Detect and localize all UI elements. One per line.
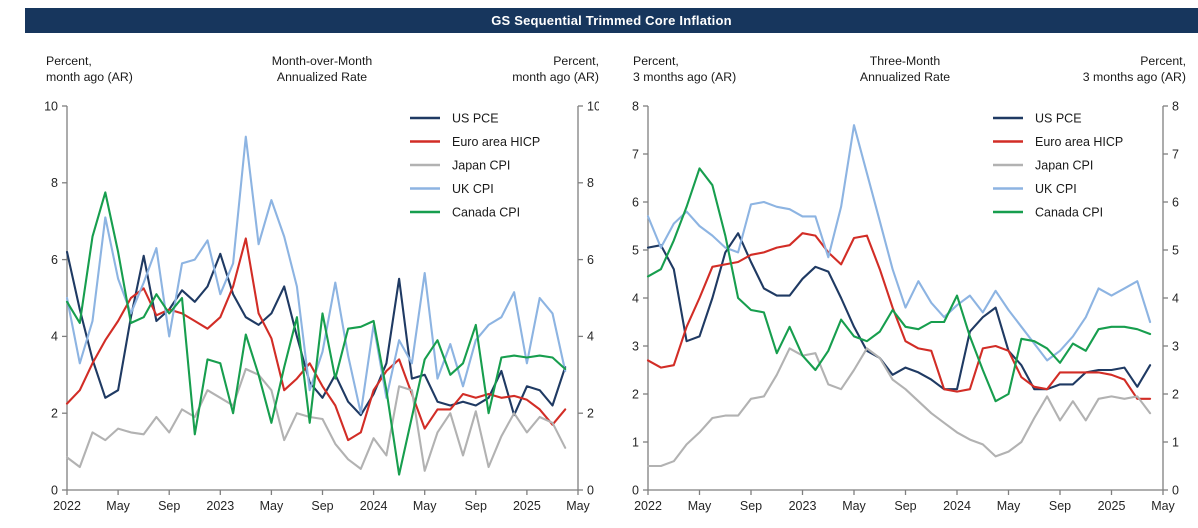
legend-label-uk-cpi: UK CPI	[1035, 182, 1077, 196]
caption-line: month ago (AR)	[46, 69, 133, 84]
caption-line: 3 months ago (AR)	[1082, 69, 1186, 84]
y-tick-label: 1	[632, 435, 639, 449]
y-tick-label: 6	[632, 195, 639, 209]
x-tick-label: 2022	[634, 499, 662, 513]
x-tick-label: Sep	[894, 499, 916, 513]
x-tick-label: May	[1151, 499, 1175, 513]
y-axis-right-caption: Percent, month ago (AR)	[512, 54, 599, 85]
caption-line: Percent,	[633, 54, 679, 68]
y-tick-label: 10	[587, 99, 599, 113]
x-tick-label: May	[842, 499, 866, 513]
caption-line: Percent,	[553, 54, 599, 68]
y-tick-label: 7	[1172, 147, 1179, 161]
x-tick-label: Sep	[158, 499, 180, 513]
x-tick-label: 2023	[206, 499, 234, 513]
x-tick-label: 2025	[513, 499, 541, 513]
y-tick-label: 3	[632, 339, 639, 353]
chart-mom-annualized: 0 0 2 2 4 4 6 6 8 8 10 10 2022 May Sep 2023 May Sep 2024 Ma…	[44, 99, 599, 513]
y-tick-label: 1	[1172, 435, 1179, 449]
y-tick-label: 4	[632, 291, 639, 305]
x-tick-label: Sep	[465, 499, 487, 513]
y-tick-label: 8	[1172, 99, 1179, 113]
legend-label-euro-area-hicp: Euro area HICP	[452, 135, 540, 149]
legend-label-uk-cpi: UK CPI	[452, 182, 494, 196]
x-tick-label: May	[688, 499, 712, 513]
panel-header: Percent, month ago (AR) Month-over-Month A…	[0, 54, 599, 88]
y-tick-label: 2	[587, 407, 594, 421]
caption-line: Month-over-Month	[271, 54, 373, 68]
legend-label-japan-cpi: Japan CPI	[452, 159, 510, 173]
x-tick-label: 2023	[789, 499, 817, 513]
y-tick-label: 5	[632, 243, 639, 257]
x-tick-label: Sep	[740, 499, 762, 513]
series-line-us-pce	[65, 250, 567, 417]
caption-line: Percent,	[1140, 54, 1186, 68]
y-tick-label: 4	[51, 330, 58, 344]
legend-label-canada-cpi: Canada CPI	[452, 206, 520, 220]
legend-label-canada-cpi: Canada CPI	[1035, 206, 1103, 220]
caption-line: Percent,	[46, 54, 92, 68]
y-tick-label: 2	[51, 407, 58, 421]
y-axis-left-caption: Percent, month ago (AR)	[46, 54, 133, 85]
y-tick-label: 6	[587, 253, 594, 267]
legend-label-japan-cpi: Japan CPI	[1035, 159, 1093, 173]
x-tick-label: 2022	[53, 499, 81, 513]
y-axis-right-caption: Percent, 3 months ago (AR)	[1083, 54, 1186, 85]
y-tick-label: 3	[1172, 339, 1179, 353]
x-tick-label: 2025	[1098, 499, 1126, 513]
y-tick-label: 0	[632, 483, 639, 497]
y-tick-label: 7	[632, 147, 639, 161]
panel-header: Percent, 3 months ago (AR) Three-Month Ann…	[599, 54, 1198, 88]
y-tick-label: 5	[1172, 243, 1179, 257]
chart-subtitle: Three-Month Annualized Rate	[860, 54, 950, 85]
x-tick-label: May	[106, 499, 130, 513]
legend-label-euro-area-hicp: Euro area HICP	[1035, 135, 1123, 149]
y-tick-label: 4	[1172, 291, 1179, 305]
caption-line: 3 months ago (AR)	[633, 69, 737, 84]
y-tick-label: 0	[587, 483, 594, 497]
y-tick-label: 6	[1172, 195, 1179, 209]
y-tick-label: 6	[51, 253, 58, 267]
y-tick-label: 2	[632, 387, 639, 401]
y-tick-label: 0	[1172, 483, 1179, 497]
caption-line: Three-Month	[869, 54, 941, 68]
x-tick-label: May	[997, 499, 1021, 513]
series-line-japan-cpi	[65, 367, 567, 472]
chart-three-month-annualized: 0 0 1 1 2 2 3 3 4 4 5 5 6 6 7 7 8 8 2022 May Sep 2023 May Sep 20…	[632, 99, 1179, 513]
y-tick-label: 10	[44, 99, 58, 113]
title-bar: GS Sequential Trimmed Core Inflation	[25, 8, 1198, 33]
series-line-canada-cpi	[65, 191, 567, 476]
y-tick-label: 8	[632, 99, 639, 113]
x-tick-label: May	[413, 499, 437, 513]
y-tick-label: 8	[587, 176, 594, 190]
page-title: GS Sequential Trimmed Core Inflation	[491, 13, 732, 28]
panel-three-month-annualized: Percent, 3 months ago (AR) Three-Month Ann…	[599, 40, 1198, 528]
y-tick-label: 2	[1172, 387, 1179, 401]
y-tick-label: 8	[51, 176, 58, 190]
chart-subtitle: Month-over-Month Annualized Rate	[272, 54, 372, 85]
series-line-us-pce	[646, 232, 1152, 391]
y-tick-label: 0	[51, 483, 58, 497]
series-line-japan-cpi	[646, 347, 1152, 468]
x-tick-label: May	[566, 499, 590, 513]
legend-label-us-pce: US PCE	[452, 112, 499, 126]
x-tick-label: 2024	[360, 499, 388, 513]
series-line-canada-cpi	[646, 167, 1152, 403]
y-tick-label: 4	[587, 330, 594, 344]
legend-label-us-pce: US PCE	[1035, 112, 1082, 126]
x-tick-label: Sep	[311, 499, 333, 513]
caption-line: Annualized Rate	[276, 69, 368, 84]
panel-mom-annualized: Percent, month ago (AR) Month-over-Month A…	[0, 40, 599, 528]
caption-line: month ago (AR)	[512, 69, 599, 84]
x-tick-label: May	[260, 499, 284, 513]
x-tick-label: Sep	[1049, 499, 1071, 513]
y-axis-left-caption: Percent, 3 months ago (AR)	[633, 54, 736, 85]
caption-line: Annualized Rate	[859, 69, 951, 84]
x-tick-label: 2024	[943, 499, 971, 513]
series-line-uk-cpi	[646, 124, 1152, 362]
